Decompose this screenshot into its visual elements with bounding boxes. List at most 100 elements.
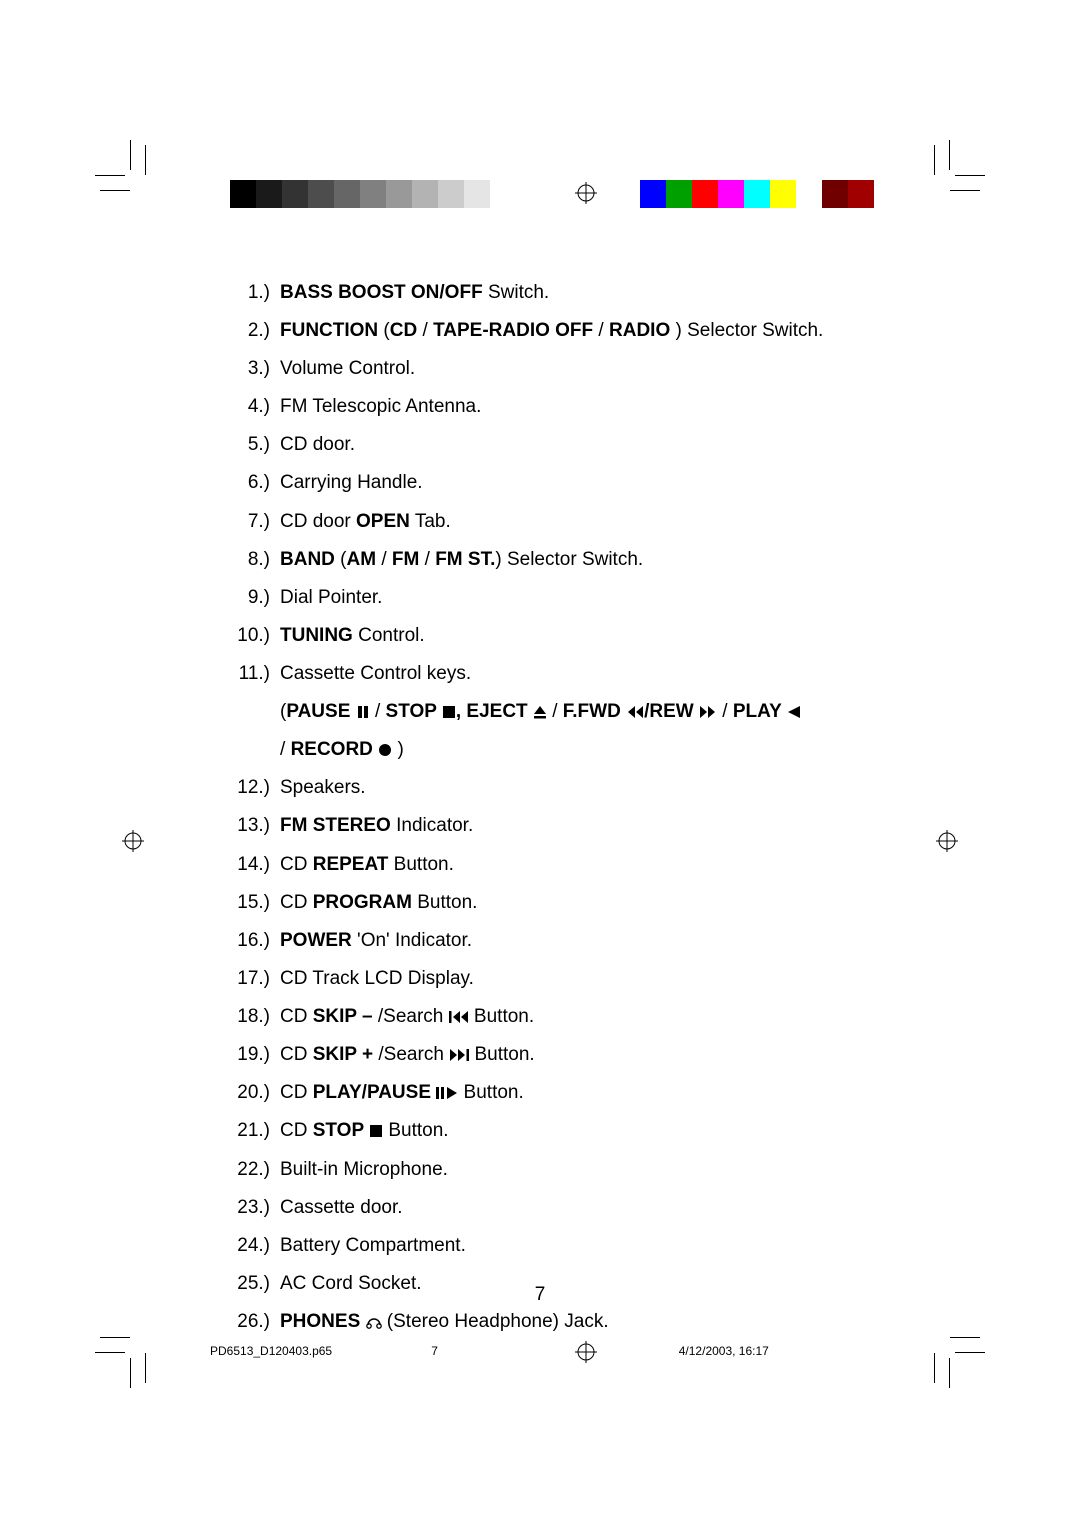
stop-icon: [369, 1113, 383, 1149]
item-text: Dial Pointer.: [280, 580, 900, 616]
registration-mark-top: [575, 182, 597, 204]
item-number: 10.): [230, 618, 280, 654]
item-text: POWER 'On' Indicator.: [280, 923, 900, 959]
list-item: 12.)Speakers.: [230, 770, 900, 806]
list-item: 20.)CD PLAY/PAUSE Button.: [230, 1075, 900, 1111]
item-number: 9.): [230, 580, 280, 616]
colorbar-grayscale: [230, 180, 516, 208]
item-number: 11.): [230, 656, 280, 692]
list-item: 21.)CD STOP Button.: [230, 1113, 900, 1149]
list-item: 14.)CD REPEAT Button.: [230, 847, 900, 883]
headphones-icon: [366, 1304, 382, 1340]
page-number: 7: [0, 1284, 1080, 1306]
item-text: Speakers.: [280, 770, 900, 806]
list-item: 16.)POWER 'On' Indicator.: [230, 923, 900, 959]
list-item: 15.)CD PROGRAM Button.: [230, 885, 900, 921]
list-item: 19.)CD SKIP + /Search Button.: [230, 1037, 900, 1073]
parts-list: 1.)BASS BOOST ON/OFF Switch.2.)FUNCTION …: [230, 275, 900, 1342]
list-item: 2.)FUNCTION (CD / TAPE-RADIO OFF / RADIO…: [230, 313, 900, 349]
list-item: 5.)CD door.: [230, 427, 900, 463]
item-number: 23.): [230, 1190, 280, 1226]
item-number: 7.): [230, 504, 280, 540]
item-number: 2.): [230, 313, 280, 349]
item-text: Built-in Microphone.: [280, 1152, 900, 1188]
item-number: 19.): [230, 1037, 280, 1073]
item-number: 24.): [230, 1228, 280, 1264]
item-number: 21.): [230, 1113, 280, 1149]
item-text: FUNCTION (CD / TAPE-RADIO OFF / RADIO ) …: [280, 313, 900, 349]
list-item: 7.)CD door OPEN Tab.: [230, 504, 900, 540]
item-number: 26.): [230, 1304, 280, 1340]
list-item: 4.)FM Telescopic Antenna.: [230, 389, 900, 425]
item-text: BAND (AM / FM / FM ST.) Selector Switch.: [280, 542, 900, 578]
footer-page: 7: [431, 1344, 579, 1358]
item-text: CD PROGRAM Button.: [280, 885, 900, 921]
footer-file: PD6513_D120403.p65: [210, 1344, 431, 1358]
item-text: Cassette door.: [280, 1190, 900, 1226]
item-number: 13.): [230, 808, 280, 844]
stop-icon: [442, 694, 456, 730]
list-item-continuation: / RECORD ): [230, 732, 900, 768]
item-number: 3.): [230, 351, 280, 387]
list-item: 1.)BASS BOOST ON/OFF Switch.: [230, 275, 900, 311]
item-text: CD REPEAT Button.: [280, 847, 900, 883]
item-number: 16.): [230, 923, 280, 959]
list-item: 22.)Built-in Microphone.: [230, 1152, 900, 1188]
registration-mark-right: [936, 830, 958, 852]
item-text: Battery Compartment.: [280, 1228, 900, 1264]
list-item: 13.)FM STEREO Indicator.: [230, 808, 900, 844]
item-text: Cassette Control keys.: [280, 656, 900, 692]
footer-date: 4/12/2003, 16:17: [579, 1344, 900, 1358]
item-number: 6.): [230, 465, 280, 501]
list-item: 26.)PHONES (Stereo Headphone) Jack.: [230, 1304, 900, 1340]
item-text: CD Track LCD Display.: [280, 961, 900, 997]
item-text: TUNING Control.: [280, 618, 900, 654]
item-text: CD SKIP – /Search Button.: [280, 999, 900, 1035]
list-item: 8.)BAND (AM / FM / FM ST.) Selector Swit…: [230, 542, 900, 578]
item-text: CD STOP Button.: [280, 1113, 900, 1149]
item-text: CD door OPEN Tab.: [280, 504, 900, 540]
skipB-icon: [449, 999, 469, 1035]
item-number: 14.): [230, 847, 280, 883]
item-number: 22.): [230, 1152, 280, 1188]
list-item: 24.)Battery Compartment.: [230, 1228, 900, 1264]
item-number: 12.): [230, 770, 280, 806]
item-number: 18.): [230, 999, 280, 1035]
item-number: 5.): [230, 427, 280, 463]
item-number: 20.): [230, 1075, 280, 1111]
playpause-icon: [436, 1075, 458, 1111]
footer-meta: PD6513_D120403.p65 7 4/12/2003, 16:17: [210, 1344, 900, 1358]
item-text: CD PLAY/PAUSE Button.: [280, 1075, 900, 1111]
item-number: 4.): [230, 389, 280, 425]
pause-icon: [356, 694, 370, 730]
list-item: 11.)Cassette Control keys.: [230, 656, 900, 692]
list-item-continuation: (PAUSE / STOP , EJECT / F.FWD /REW / PLA…: [230, 694, 900, 730]
skipF-icon: [449, 1037, 469, 1073]
colorbar-color: [640, 180, 874, 208]
item-text: BASS BOOST ON/OFF Switch.: [280, 275, 900, 311]
list-item: 18.)CD SKIP – /Search Button.: [230, 999, 900, 1035]
item-text: CD door.: [280, 427, 900, 463]
item-text: Carrying Handle.: [280, 465, 900, 501]
item-text: Volume Control.: [280, 351, 900, 387]
list-item: 23.)Cassette door.: [230, 1190, 900, 1226]
record-icon: [378, 732, 392, 768]
list-item: 17.)CD Track LCD Display.: [230, 961, 900, 997]
list-item: 10.)TUNING Control.: [230, 618, 900, 654]
item-number: 15.): [230, 885, 280, 921]
list-item: 3.)Volume Control.: [230, 351, 900, 387]
item-text: / RECORD ): [280, 732, 900, 768]
item-text: (PAUSE / STOP , EJECT / F.FWD /REW / PLA…: [280, 694, 900, 730]
list-item: 6.)Carrying Handle.: [230, 465, 900, 501]
item-number: 1.): [230, 275, 280, 311]
ffwd-icon: [699, 694, 717, 730]
item-number: 17.): [230, 961, 280, 997]
playL-icon: [787, 694, 801, 730]
item-text: FM STEREO Indicator.: [280, 808, 900, 844]
rew-icon: [626, 694, 644, 730]
item-text: CD SKIP + /Search Button.: [280, 1037, 900, 1073]
registration-mark-left: [122, 830, 144, 852]
item-text: FM Telescopic Antenna.: [280, 389, 900, 425]
list-item: 9.)Dial Pointer.: [230, 580, 900, 616]
item-number: 8.): [230, 542, 280, 578]
